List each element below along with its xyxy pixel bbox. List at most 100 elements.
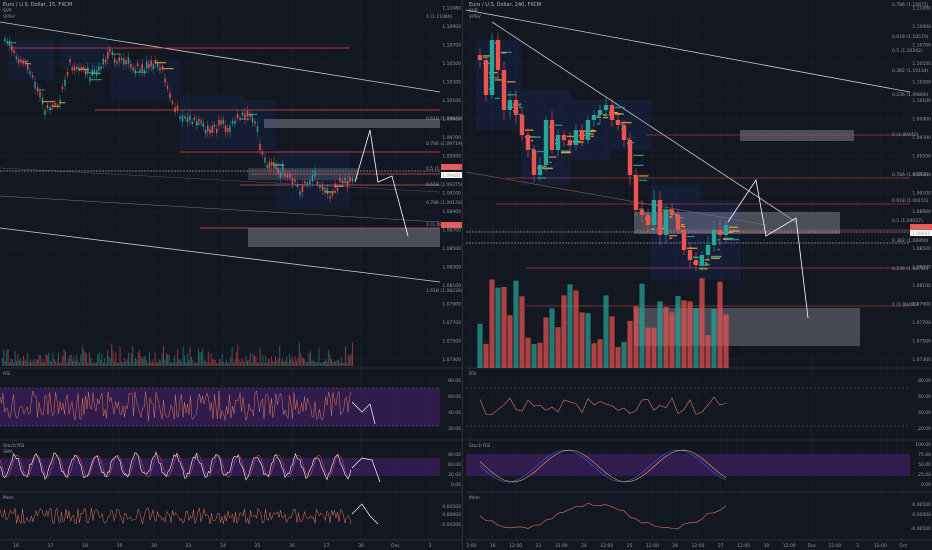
price-badge: [441, 222, 462, 228]
volume-bar: [687, 301, 693, 368]
volume-bar: [56, 361, 58, 366]
candle: [645, 215, 651, 225]
profile-bar: [567, 135, 578, 137]
right-indicator-svp[interactable]: SVP: [469, 9, 478, 14]
left-chart-canvas[interactable]: 1.11080 1.10900 1.10700 1.10500 1.10300 1.101…: [0, 0, 462, 550]
range-zone[interactable]: [248, 168, 358, 180]
volume-bar: [52, 352, 54, 366]
candle: [166, 85, 169, 89]
profile-bar: [196, 123, 201, 125]
volume-bar: [346, 362, 348, 366]
left-indicator-vpsv[interactable]: VPSV: [3, 15, 15, 20]
volume-bar: [192, 360, 194, 366]
candle: [181, 115, 184, 122]
candle: [549, 120, 555, 150]
time-tick-label: 16: [13, 543, 19, 549]
stoch-band: [466, 454, 910, 476]
right-mom-label[interactable]: Mom: [469, 496, 481, 501]
supply-zone[interactable]: [634, 212, 840, 234]
candle: [344, 178, 346, 182]
profile-bar: [717, 239, 721, 241]
volume-bar: [230, 357, 232, 366]
volume-bar: [282, 358, 283, 366]
supply-zone[interactable]: [740, 130, 854, 141]
volume-bar: [34, 361, 36, 366]
left-chart-pane[interactable]: 1.11080 1.10900 1.10700 1.10500 1.10300 1.101…: [0, 0, 463, 550]
volume-profile-box: [180, 95, 245, 150]
time-tick-label: 17: [48, 543, 54, 549]
volume-bar: [216, 362, 218, 366]
price-tick-label: 1.08900: [912, 209, 931, 215]
volume-bar: [65, 351, 66, 366]
volume-bar: [7, 349, 9, 366]
candle: [102, 58, 105, 64]
rsi-tick-label: 40.00: [448, 410, 461, 416]
trend-line[interactable]: [0, 167, 441, 193]
right-chart-canvas[interactable]: 1.11080 1.10900 1.10700 1.10500 1.10300 1.101…: [466, 0, 932, 550]
volume-bar: [164, 359, 166, 366]
trend-line[interactable]: [0, 195, 441, 223]
candle: [123, 58, 125, 65]
volume-bar: [294, 356, 296, 366]
volume-bar: [94, 362, 96, 366]
volume-bar: [321, 362, 323, 366]
mom-projection[interactable]: [351, 503, 379, 525]
volume-bar: [255, 356, 257, 366]
profile-bar: [247, 113, 258, 116]
candle: [161, 66, 164, 70]
trend-line[interactable]: [466, 9, 911, 93]
volume-bar: [242, 361, 244, 366]
price-tick-label: 1.07300: [442, 357, 461, 363]
right-indicator-vpsv[interactable]: VPSV: [469, 15, 481, 20]
stoch-projection[interactable]: [351, 457, 381, 483]
volume-bar: [9, 362, 10, 366]
volume-bar: [311, 360, 313, 366]
left-mom-label[interactable]: Mom: [3, 496, 15, 501]
left-rsi-label[interactable]: RSI: [3, 372, 11, 377]
right-rsi-label[interactable]: RSI: [469, 372, 477, 377]
volume-bar: [123, 357, 125, 366]
volume-bar: [531, 343, 537, 368]
trend-line[interactable]: [0, 21, 441, 93]
projection-path[interactable]: [354, 129, 409, 237]
time-tick-label: 30: [358, 543, 364, 549]
volume-bar: [41, 361, 43, 366]
rsi-tick-label: 60.00: [448, 394, 461, 400]
profile-bar: [597, 115, 600, 117]
candle: [139, 69, 141, 73]
left-indicator-svp[interactable]: SVP: [3, 9, 12, 14]
profile-bar: [561, 151, 572, 153]
supply-zone[interactable]: [264, 119, 440, 128]
profile-bar: [645, 213, 649, 215]
volume-bar: [603, 295, 609, 368]
volume-bar: [154, 351, 156, 366]
stoch-tick-label: 25.00: [918, 472, 931, 478]
rsi-tick-label: 40.00: [918, 410, 931, 416]
right-chart-pane[interactable]: 1.11080 1.10900 1.10700 1.10500 1.10300 1.101…: [466, 0, 932, 550]
volume-bar: [81, 345, 83, 366]
projection-path[interactable]: [727, 178, 809, 319]
trend-line[interactable]: [491, 21, 797, 223]
trend-line[interactable]: [0, 227, 441, 283]
volume-bar: [335, 361, 337, 366]
volume-bar: [711, 308, 717, 368]
time-tick-label: 12:00: [737, 543, 750, 549]
demand-zone[interactable]: [248, 228, 440, 247]
volume-bar: [291, 356, 293, 366]
volume-bar: [501, 286, 507, 368]
rsi-projection[interactable]: [351, 401, 376, 425]
price-tick-label: 1.08500: [912, 246, 931, 252]
volume-bar: [275, 356, 276, 366]
volume-bar: [130, 353, 132, 366]
volume-bar: [31, 362, 33, 366]
left-stoch-label[interactable]: Stoch RSI: [3, 444, 25, 449]
candle: [284, 172, 286, 177]
profile-bar: [693, 256, 702, 258]
right-stoch-label[interactable]: Stoch RSI: [469, 444, 491, 449]
volume-bar: [247, 360, 248, 366]
profile-bar: [525, 129, 534, 131]
price-badge-label: 1.09481: [442, 173, 461, 179]
candle: [289, 174, 291, 179]
candle: [304, 181, 306, 184]
volume-bar: [543, 317, 549, 368]
